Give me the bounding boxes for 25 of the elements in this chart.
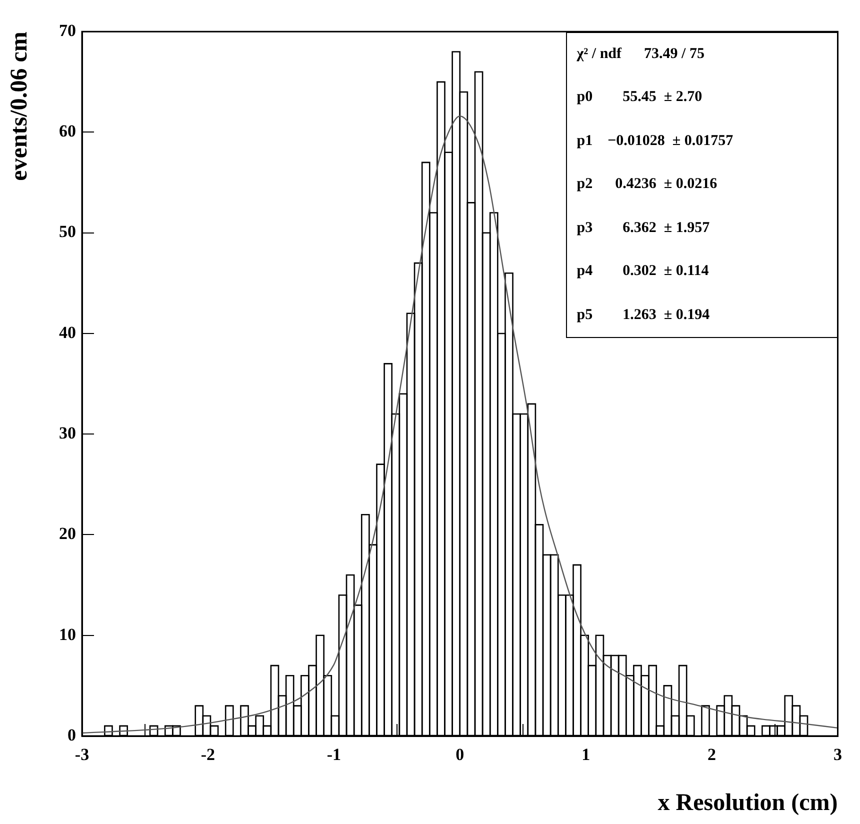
annotation: p5 1.263 ± 0.194 — [576, 306, 711, 325]
line-series — [82, 116, 838, 734]
x-tick-label: 3 — [834, 744, 842, 764]
y-tick-label: 30 — [59, 424, 76, 443]
annotation: p2 0.4236 ± 0.0216 — [576, 175, 718, 194]
x-tick-label: -3 — [74, 744, 90, 764]
x-tick-label: 0 — [456, 744, 464, 764]
x-tick-label: 1 — [582, 744, 590, 764]
y-tick-label: 70 — [59, 20, 76, 40]
x-tick-label: -1 — [326, 744, 342, 764]
annotation: χ² / ndf 73.49 / 75 — [576, 44, 706, 64]
y-tick-label: 0 — [68, 725, 76, 744]
x-tick-label: 2 — [708, 744, 716, 764]
x-axis-title: x Resolution (cm) — [658, 790, 838, 816]
y-tick-label: 20 — [59, 524, 76, 544]
annotation: p4 0.302 ± 0.114 — [576, 262, 710, 282]
annotation: p1 −0.01028 ± 0.01757 — [576, 132, 734, 151]
annotation: p0 55.45 ± 2.70 — [576, 88, 704, 108]
y-tick-label: 40 — [59, 322, 76, 342]
y-tick-label: 50 — [59, 222, 76, 242]
y-axis-title: events/0.06 cm — [6, 32, 33, 181]
y-tick-label: 60 — [59, 122, 76, 141]
x-tick-label: -2 — [200, 744, 216, 764]
annotation: p3 6.362 ± 1.957 — [576, 218, 711, 238]
y-tick-label: 10 — [59, 624, 76, 644]
